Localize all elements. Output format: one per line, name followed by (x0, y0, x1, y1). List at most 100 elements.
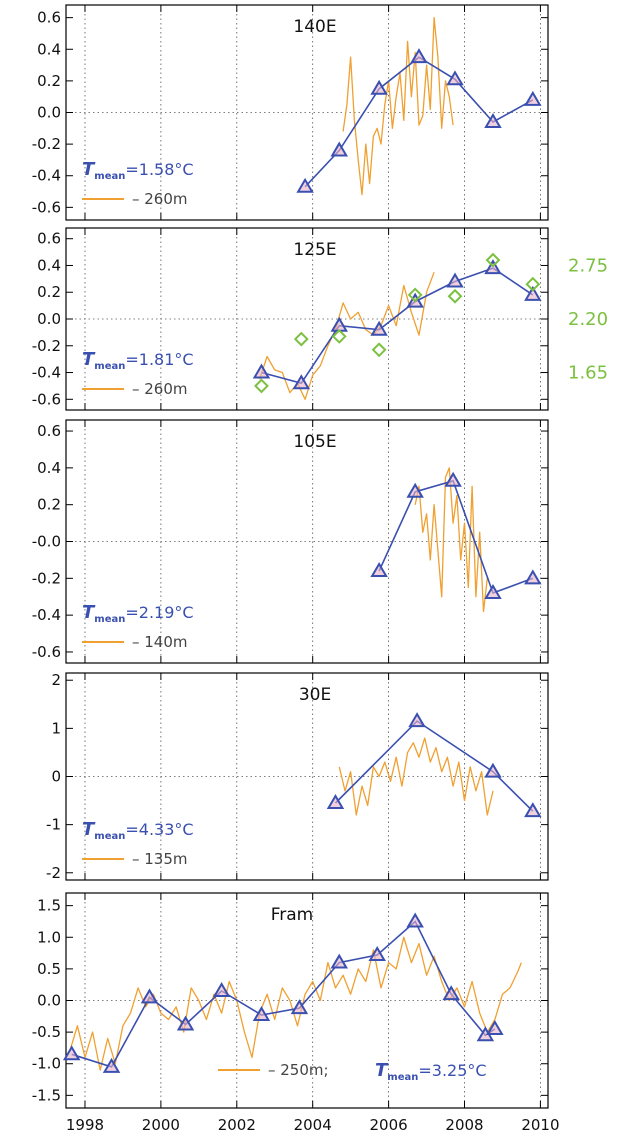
triangle-marker (442, 985, 460, 1001)
blue-series-line (378, 479, 534, 595)
y-tick-label: 0 (51, 768, 61, 786)
right-axis-label: 1.65 (568, 363, 608, 384)
x-tick-label: 2000 (142, 1116, 180, 1134)
legend-tmean: Tmean=3.25°C (375, 1060, 487, 1083)
triangle-marker (252, 1006, 271, 1022)
y-tick-label: 0.0 (37, 992, 61, 1010)
orange-series-line (338, 737, 494, 816)
y-tick-label: 0.6 (37, 9, 61, 27)
legend-depth-label: – 250m; (268, 1061, 329, 1079)
y-tick-label: 0.5 (37, 960, 61, 978)
triangle-marker (370, 320, 388, 336)
triangle-marker (446, 272, 464, 288)
triangle-marker (370, 79, 388, 95)
y-tick-label: -0.2 (32, 135, 61, 153)
triangle-marker (408, 712, 426, 728)
orange-series-line (258, 271, 435, 400)
diamond-marker (331, 328, 347, 344)
y-tick-label: 1.0 (37, 928, 61, 946)
panel-title: Fram (271, 905, 314, 925)
x-tick-label: 2006 (370, 1116, 408, 1134)
y-tick-label: -0.6 (32, 390, 61, 408)
triangle-marker (330, 316, 349, 332)
y-tick-label: -0.2 (32, 569, 61, 587)
triangle-marker (444, 471, 462, 487)
orange-series-line (342, 16, 454, 196)
y-tick-label: -0.4 (32, 606, 61, 624)
blue-series-line (261, 267, 534, 385)
legend-depth-label: – 260m (132, 190, 188, 208)
y-tick-label: -0.4 (32, 167, 61, 185)
y-tick-label: 0.0 (37, 104, 61, 122)
triangle-marker (524, 802, 542, 818)
diamond-marker (254, 378, 269, 394)
y-tick-label: 0.0 (37, 310, 61, 328)
x-tick-label: 2008 (445, 1116, 483, 1134)
triangle-marker (330, 953, 349, 969)
panel-4: -1.5 -1.0 -0.5 0.0 0.5 1.0 1.5 Fram Tmean=3.25°C… (32, 892, 549, 1109)
legend-depth-label: – 260m (132, 380, 188, 398)
triangle-marker (524, 90, 542, 106)
triangle-marker (446, 70, 464, 86)
y-tick-label: -0.2 (32, 337, 61, 355)
triangle-marker (524, 569, 542, 585)
triangle-marker (406, 912, 424, 928)
panel-0: -0.6 -0.4 -0.2 0.0 0.2 0.4 0.6 140E Tmean=1.58°C… (32, 4, 549, 221)
diamond-marker (407, 287, 423, 303)
right-axis-label: 2.20 (568, 309, 608, 330)
blue-series-line (71, 920, 496, 1068)
triangle-marker (368, 945, 386, 961)
y-tick-label: 1 (51, 719, 61, 737)
y-tick-label: -1 (46, 816, 61, 834)
y-tick-label: 0.4 (37, 40, 61, 58)
panel-3: -2 -1 0 1 2 30E Tmean=4.33°C – 135m (46, 671, 549, 882)
orange-series-line (69, 936, 523, 1071)
y-tick-label: 1.5 (37, 897, 61, 915)
x-tick-label: 2004 (294, 1116, 332, 1134)
triangle-marker (410, 48, 428, 64)
y-tick-label: 0.2 (37, 72, 61, 90)
triangle-marker (484, 113, 502, 128)
triangle-marker (524, 285, 542, 301)
panel-title: 125E (293, 240, 336, 260)
legend-tmean: Tmean=2.19°C (82, 602, 194, 625)
legend-tmean: Tmean=1.81°C (82, 349, 194, 372)
panel-title: 140E (293, 17, 336, 37)
triangle-marker (326, 793, 345, 809)
diamond-marker (371, 342, 387, 358)
triangle-marker (176, 1015, 195, 1031)
panel-title: 30E (299, 685, 331, 705)
legend-tmean: Tmean=4.33°C (82, 819, 194, 842)
triangle-marker (290, 999, 309, 1015)
y-tick-label: -0.0 (32, 533, 61, 551)
panel-title: 105E (293, 432, 336, 452)
legend-depth-label: – 140m (132, 633, 188, 651)
y-tick-label: -0.5 (32, 1023, 61, 1041)
triangle-marker (484, 584, 502, 600)
right-axis-label: 2.75 (568, 255, 608, 276)
y-tick-label: -1.5 (32, 1086, 61, 1104)
x-tick-label: 2002 (218, 1116, 256, 1134)
y-tick-label: -1.0 (32, 1055, 61, 1073)
triangle-marker (406, 482, 424, 498)
x-tick-label: 1998 (66, 1116, 104, 1134)
legend-depth-label: – 135m (132, 850, 188, 868)
y-tick-label: 0.4 (37, 459, 61, 477)
triangle-marker (330, 141, 349, 157)
y-tick-label: 0.2 (37, 496, 61, 514)
y-tick-label: 0.6 (37, 230, 61, 248)
orange-series-line (414, 467, 488, 613)
y-tick-label: -0.6 (32, 198, 61, 216)
y-tick-label: 0.4 (37, 256, 61, 274)
triangle-marker (486, 1019, 504, 1035)
panel-1: -0.6 -0.4 -0.2 0.0 0.2 0.4 0.6 125E 2.75 2.20 1.65… (32, 227, 608, 411)
legend-tmean: Tmean=1.58°C (82, 159, 194, 182)
triangle-marker (102, 1057, 121, 1073)
blue-series-line (334, 720, 534, 812)
triangle-marker (252, 363, 271, 379)
diamond-marker (293, 331, 309, 347)
y-tick-label: -0.6 (32, 643, 61, 661)
triangle-marker (296, 177, 314, 193)
triangle-marker (140, 988, 159, 1004)
